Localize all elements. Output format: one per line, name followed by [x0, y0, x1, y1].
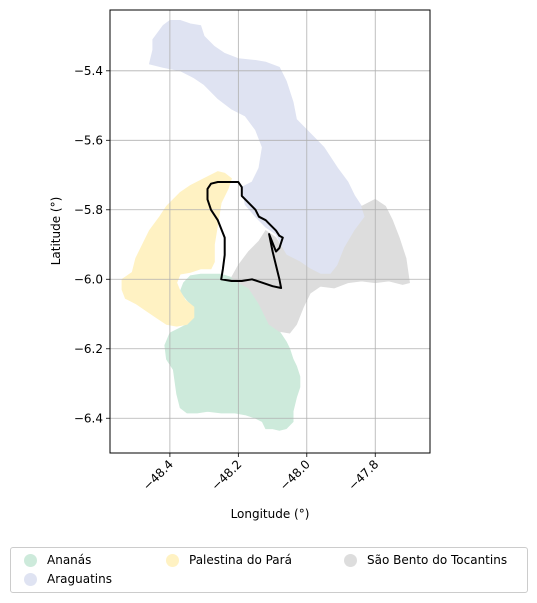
y-tick-label: −5.6: [74, 133, 103, 147]
legend-item-sao-bento-do-tocantins: São Bento do Tocantins: [344, 553, 507, 567]
legend-item-araguatins: Araguatins: [24, 572, 112, 586]
legend: Ananás Araguatins Palestina do Pará São …: [10, 547, 528, 593]
y-axis-label: Latitude (°): [49, 197, 63, 266]
legend-label-palestina-do-para: Palestina do Pará: [189, 553, 292, 567]
region-palestina-do-para: [121, 171, 232, 327]
legend-swatch-araguatins: [24, 572, 37, 586]
y-tick-label: −6.4: [74, 411, 103, 425]
legend-swatch-ananas: [24, 553, 37, 567]
legend-label-ananas: Ananás: [47, 553, 92, 567]
y-tick-label: −6.0: [74, 272, 103, 286]
legend-label-sao-bento-do-tocantins: São Bento do Tocantins: [367, 553, 508, 567]
legend-item-palestina-do-para: Palestina do Pará: [166, 553, 292, 567]
x-tick-label: −48.2: [209, 457, 245, 493]
x-tick-label: −48.4: [140, 457, 176, 493]
plot-frame: [109, 9, 431, 454]
x-tick-label: −47.8: [345, 457, 381, 493]
y-tick-label: −6.2: [74, 342, 103, 356]
y-tick-label: −5.8: [74, 203, 103, 217]
x-tick-label: −48.0: [277, 457, 313, 493]
highlighted-area-outline: [206, 181, 284, 289]
highlight-layer: [206, 181, 284, 289]
legend-label-araguatins: Araguatins: [47, 572, 112, 586]
region-ananas: [164, 273, 301, 431]
grid-lines: [110, 10, 430, 453]
y-axis-ticks: −5.4 −5.6 −5.8 −6.0 −6.2 −6.4: [74, 64, 110, 425]
legend-item-ananas: Ananás: [24, 553, 91, 567]
y-tick-label: −5.4: [74, 64, 103, 78]
region-layer: [121, 20, 410, 431]
x-axis-label: Longitude (°): [231, 507, 310, 521]
x-axis-ticks: −48.4 −48.2 −48.0 −47.8: [140, 453, 381, 493]
region-sao-bento-do-tocantins: [230, 198, 410, 334]
legend-swatch-sao-bento-do-tocantins: [344, 553, 357, 567]
legend-swatch-palestina-do-para: [166, 553, 179, 567]
